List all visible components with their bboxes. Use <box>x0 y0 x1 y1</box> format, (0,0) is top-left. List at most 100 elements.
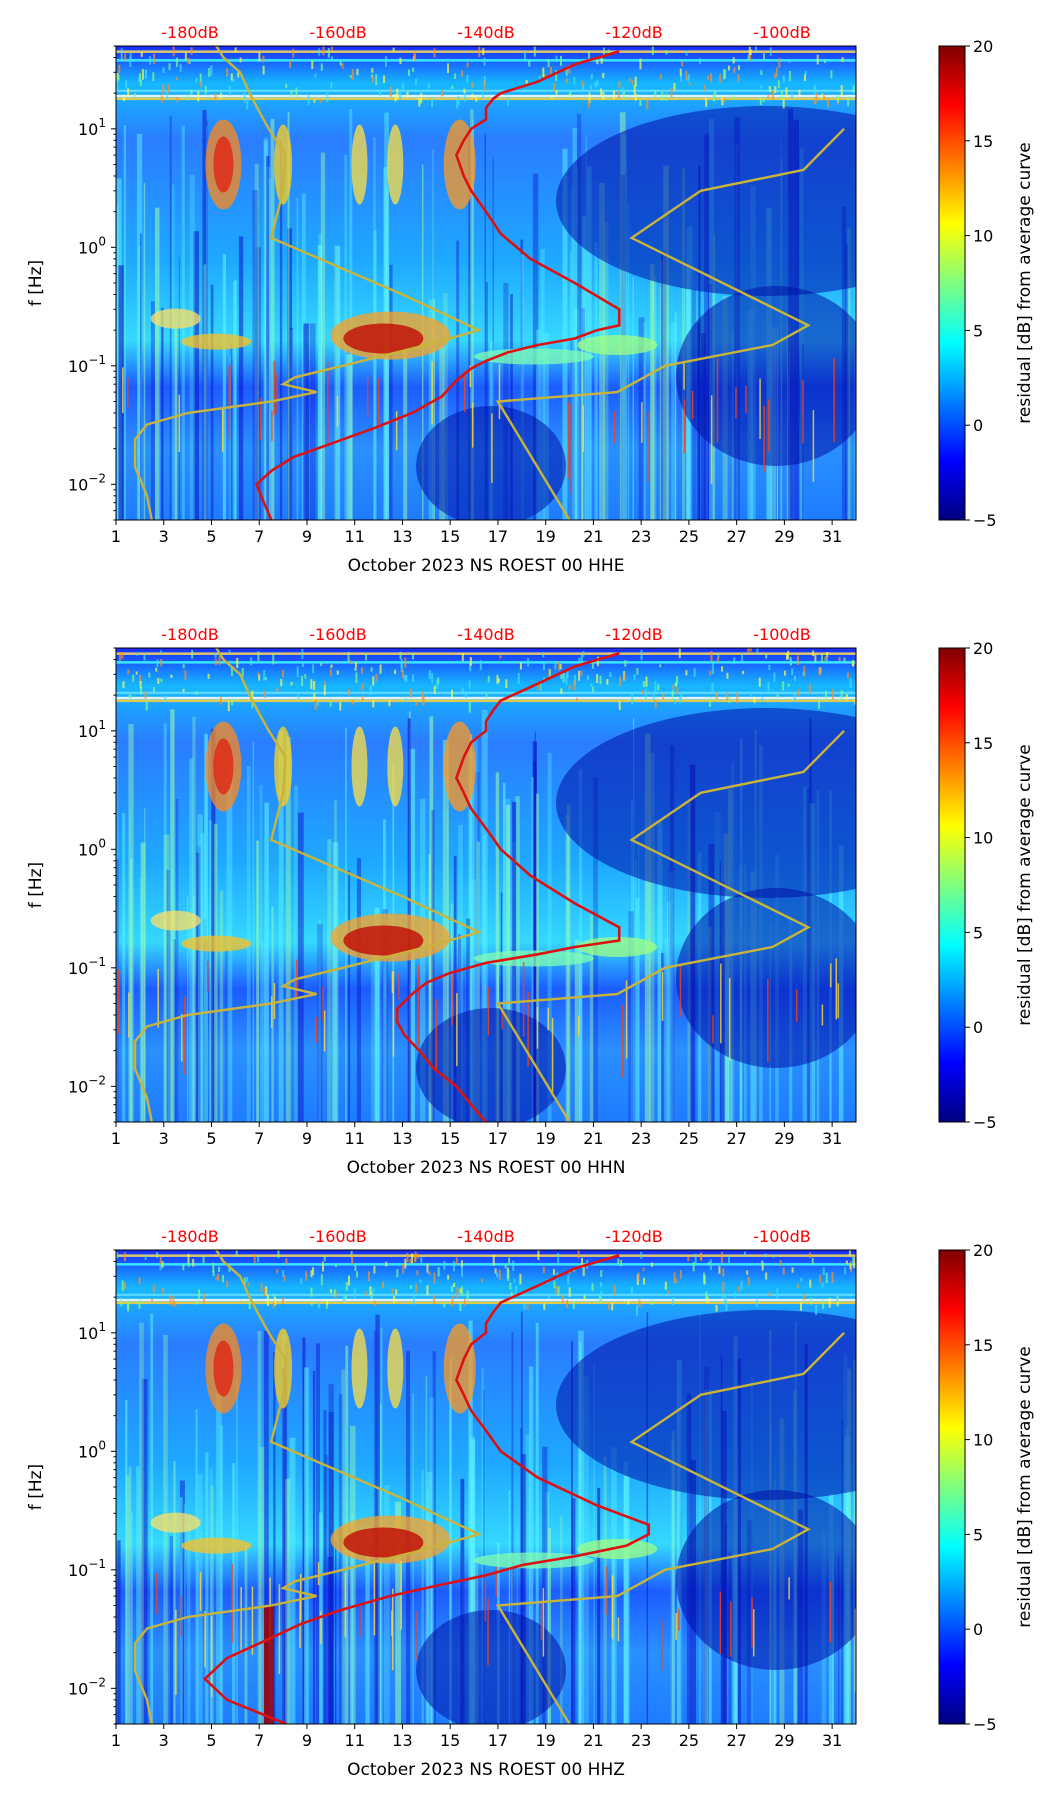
x-tick-label: 27 <box>726 527 746 546</box>
x-tick-label: 23 <box>631 527 651 546</box>
colorbar-tick-label: 20 <box>973 639 993 658</box>
noise-model-high-line <box>495 127 845 520</box>
spectrogram-chart-hhz: 1 3 5 7 9 11 13 15 17 19 21 23 25 27 29 3110−210−110010… <box>26 1227 1035 1780</box>
x-tick-label: 11 <box>345 527 365 546</box>
colorbar <box>938 1249 966 1725</box>
noise-model-low-line <box>133 648 483 1122</box>
colorbar-label: residual [dB] from average curve <box>1015 142 1035 423</box>
top-scale-label: -100dB <box>753 1227 810 1246</box>
average-curve-line <box>395 652 621 1122</box>
y-tick-label: 10−2 <box>68 1073 106 1096</box>
x-axis-label: October 2023 NS ROEST 00 HHZ <box>347 1760 625 1780</box>
x-tick-label: 3 <box>159 1129 169 1148</box>
colorbar-tick-label: 5 <box>973 923 983 942</box>
y-tick-label: 10−1 <box>68 955 106 978</box>
noise-model-high-line <box>495 729 845 1122</box>
x-tick-label: 27 <box>726 1129 746 1148</box>
colorbar-tick-label: 5 <box>973 1525 983 1544</box>
colorbar-tick-label: 20 <box>973 37 993 56</box>
x-tick-label: 17 <box>488 527 508 546</box>
y-tick-label: 100 <box>78 836 106 859</box>
colorbar-tick-label: 10 <box>973 227 993 246</box>
spectrogram-panel-hhe: 1 3 5 7 9 11 13 15 17 19 21 23 25 27 29 31 10−2 10−1 100 10… <box>0 0 1052 602</box>
y-axis-label: f [Hz] <box>26 862 46 908</box>
y-tick-label: 10−2 <box>68 471 106 494</box>
x-tick-label: 13 <box>392 1731 412 1750</box>
x-tick-label: 13 <box>392 527 412 546</box>
top-scale-label: -120dB <box>605 1227 662 1246</box>
x-tick-label: 13 <box>392 1129 412 1148</box>
top-scale-label: -120dB <box>605 23 662 42</box>
y-axis-label: f [Hz] <box>26 260 46 306</box>
colorbar <box>938 647 966 1123</box>
colorbar-tick-label: 15 <box>973 132 993 151</box>
x-tick-label: 29 <box>774 1731 794 1750</box>
x-tick-label: 31 <box>822 1129 842 1148</box>
heatmap-texture <box>116 648 856 1122</box>
y-tick-label: 101 <box>78 116 106 139</box>
x-tick-label: 19 <box>535 527 555 546</box>
top-scale-label: -180dB <box>161 625 218 644</box>
x-tick-label: 29 <box>774 527 794 546</box>
average-curve-line <box>202 1254 651 1724</box>
x-tick-label: 19 <box>535 1129 555 1148</box>
x-tick-label: 9 <box>302 1731 312 1750</box>
colorbar-tick-label: 0 <box>973 1620 983 1639</box>
top-scale-label: -160dB <box>309 1227 366 1246</box>
spectrogram-panel-hhz: 1 3 5 7 9 11 13 15 17 19 21 23 25 27 29 31 10−2 10−1 100 10… <box>0 1204 1052 1806</box>
x-tick-label: 5 <box>206 527 216 546</box>
x-tick-label: 3 <box>159 527 169 546</box>
x-axis-label: October 2023 NS ROEST 00 HHE <box>348 556 625 576</box>
colorbar-tick-label: 0 <box>973 1018 983 1037</box>
x-tick-label: 31 <box>822 1731 842 1750</box>
x-tick-label: 5 <box>206 1129 216 1148</box>
x-tick-label: 7 <box>254 1731 264 1750</box>
x-tick-label: 25 <box>679 527 699 546</box>
x-tick-label: 21 <box>583 1129 603 1148</box>
y-tick-label: 100 <box>78 1438 106 1461</box>
top-scale-label: -160dB <box>309 23 366 42</box>
colorbar-tick-label: 10 <box>973 829 993 848</box>
top-scale-label: -120dB <box>605 625 662 644</box>
colorbar-tick-label: 15 <box>973 734 993 753</box>
x-tick-label: 23 <box>631 1129 651 1148</box>
x-tick-label: 15 <box>440 1731 460 1750</box>
x-tick-label: 31 <box>822 527 842 546</box>
y-tick-label: 101 <box>78 1320 106 1343</box>
colorbar <box>938 45 966 521</box>
x-tick-label: 1 <box>111 1731 121 1750</box>
heatmap-texture <box>116 1250 856 1724</box>
noise-model-high-line <box>495 1331 845 1724</box>
top-scale-label: -180dB <box>161 23 218 42</box>
x-tick-label: 21 <box>583 1731 603 1750</box>
colorbar-tick-label: −5 <box>973 1715 997 1734</box>
x-tick-label: 15 <box>440 1129 460 1148</box>
y-tick-label: 100 <box>78 234 106 257</box>
x-tick-label: 17 <box>488 1731 508 1750</box>
top-scale-label: -140dB <box>457 625 514 644</box>
colorbar-tick-label: 10 <box>973 1431 993 1450</box>
spectrogram-chart-hhe: 1 3 5 7 9 11 13 15 17 19 21 23 25 27 29 3110−210−110010… <box>26 23 1035 576</box>
top-scale-label: -140dB <box>457 23 514 42</box>
x-tick-label: 25 <box>679 1129 699 1148</box>
x-tick-label: 25 <box>679 1731 699 1750</box>
x-tick-label: 9 <box>302 1129 312 1148</box>
colorbar-tick-label: −5 <box>973 1113 997 1132</box>
x-tick-label: 11 <box>345 1129 365 1148</box>
average-curve-line <box>255 50 621 520</box>
x-tick-label: 15 <box>440 527 460 546</box>
colorbar-tick-label: 15 <box>973 1336 993 1355</box>
x-tick-label: 29 <box>774 1129 794 1148</box>
x-tick-label: 9 <box>302 527 312 546</box>
y-tick-label: 10−2 <box>68 1675 106 1698</box>
x-tick-label: 23 <box>631 1731 651 1750</box>
top-scale-label: -100dB <box>753 625 810 644</box>
y-axis-label: f [Hz] <box>26 1464 46 1510</box>
x-tick-label: 27 <box>726 1731 746 1750</box>
top-scale-label: -180dB <box>161 1227 218 1246</box>
x-tick-label: 1 <box>111 1129 121 1148</box>
top-scale-label: -140dB <box>457 1227 514 1246</box>
colorbar-label: residual [dB] from average curve <box>1015 744 1035 1025</box>
x-tick-label: 3 <box>159 1731 169 1750</box>
spectrogram-chart-hhn: 1 3 5 7 9 11 13 15 17 19 21 23 25 27 29 3110−210−110010… <box>26 625 1035 1178</box>
